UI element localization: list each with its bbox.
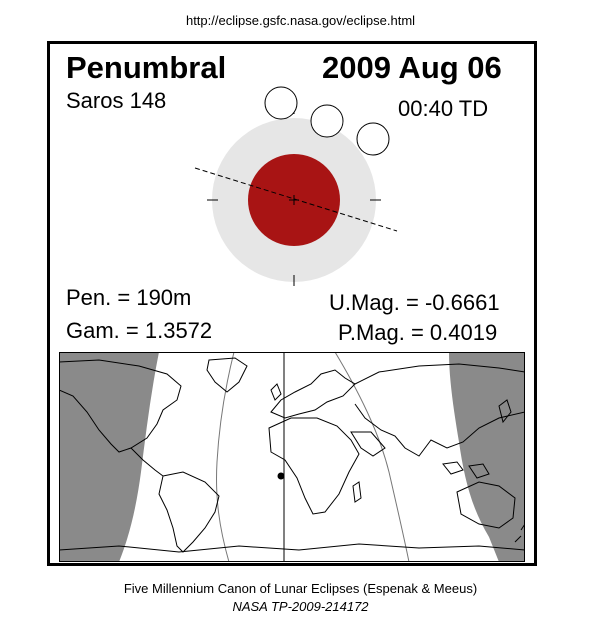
moon-position-greatest <box>310 104 344 138</box>
coast-greenland <box>206 357 248 393</box>
umbral-magnitude: U.Mag. = -0.6661 <box>329 290 500 315</box>
coast-japan <box>498 399 512 424</box>
contact-curve-p1 <box>216 352 235 562</box>
saros-number: Saros 148 <box>66 88 167 113</box>
coast-arabia <box>350 431 386 457</box>
canon-caption: Five Millennium Canon of Lunar Eclipses … <box>123 581 478 596</box>
penumbral-duration: Pen. = 190m <box>66 285 192 310</box>
coast-africa <box>268 417 360 515</box>
eclipse-time: 00:40 TD <box>398 96 489 121</box>
coast-indonesia <box>442 461 490 479</box>
visibility-world-map <box>59 352 525 562</box>
publication-reference: NASA TP-2009-214172 <box>232 599 369 614</box>
penumbral-magnitude: P.Mag. = 0.4019 <box>338 320 498 345</box>
gamma-value: Gam. = 1.3572 <box>66 318 213 343</box>
moon-position-last <box>356 122 390 156</box>
coast-new-zealand <box>514 523 525 543</box>
coast-europe <box>270 369 356 419</box>
coast-madagascar <box>352 481 362 503</box>
source-url: http://eclipse.gsfc.nasa.gov/eclipse.htm… <box>185 13 416 28</box>
map-visible-region <box>119 352 499 562</box>
coast-antarctica <box>59 543 525 553</box>
map-border <box>59 352 525 562</box>
greatest-eclipse-point <box>277 472 285 480</box>
coast-british-isles <box>270 383 282 401</box>
coastlines <box>59 357 525 553</box>
moon-position-first <box>264 86 298 120</box>
coast-australia <box>456 481 516 529</box>
eclipse-type-title: Penumbral <box>66 50 227 85</box>
coast-central-america <box>130 447 164 477</box>
coast-north-america <box>59 359 182 453</box>
coast-south-america <box>158 471 220 553</box>
eclipse-date: 2009 Aug 06 <box>322 50 502 85</box>
eclipse-panel-frame <box>47 41 537 566</box>
coast-asia <box>354 363 525 457</box>
